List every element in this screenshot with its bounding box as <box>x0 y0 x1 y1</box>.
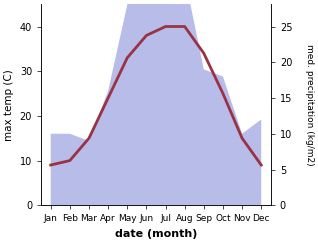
Y-axis label: max temp (C): max temp (C) <box>4 69 14 141</box>
Y-axis label: med. precipitation (kg/m2): med. precipitation (kg/m2) <box>305 44 314 165</box>
X-axis label: date (month): date (month) <box>115 229 197 239</box>
